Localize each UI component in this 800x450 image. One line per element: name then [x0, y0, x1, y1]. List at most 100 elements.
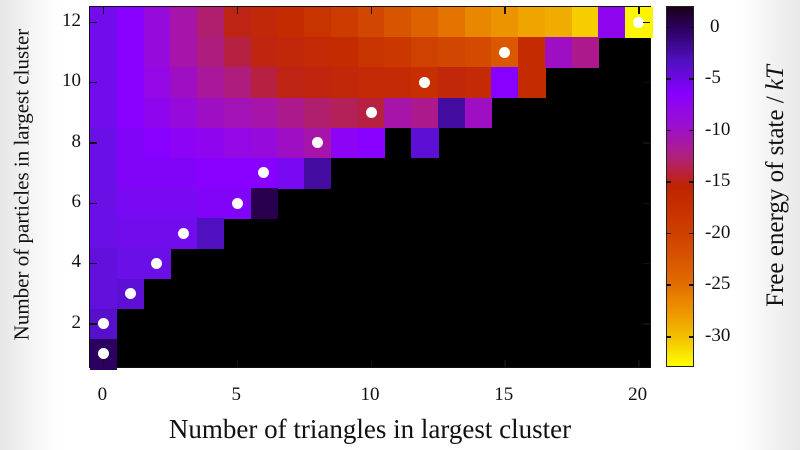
colorbar-tick-mark [666, 284, 671, 286]
heatmap-cell [90, 218, 118, 249]
colorbar-label: Free energy of state / kT [762, 0, 790, 376]
heatmap-cell [437, 67, 466, 99]
y-tick-mark [643, 202, 650, 205]
heatmap-cell [464, 7, 493, 38]
x-tick-mark [638, 7, 640, 14]
colorbar-tick-label: -25 [705, 273, 731, 295]
y-tick-mark [643, 142, 650, 144]
heatmap-plot-area [89, 6, 653, 370]
minimum-marker [178, 227, 190, 239]
colorbar-tick-mark [689, 129, 694, 132]
heatmap-cell [330, 97, 359, 129]
heatmap-cell [197, 67, 225, 99]
heatmap-cell [170, 157, 198, 189]
heatmap-cell [197, 7, 225, 38]
heatmap-cell [223, 37, 252, 68]
colorbar-tick-mark [689, 336, 694, 338]
heatmap-cell [143, 7, 171, 38]
heatmap-cell [143, 188, 171, 219]
heatmap-cell [250, 7, 278, 38]
heatmap-cell [170, 97, 198, 129]
minimum-marker [419, 76, 431, 88]
colorbar-tick-mark [689, 232, 694, 235]
heatmap-cell [384, 7, 412, 38]
heatmap-cell [304, 7, 332, 38]
y-tick-label: 4 [71, 251, 82, 273]
minimum-marker [151, 257, 163, 269]
x-tick-mark [638, 360, 640, 367]
heatmap-cell [464, 97, 493, 129]
y-tick-mark [90, 21, 97, 24]
y-tick-mark [643, 21, 650, 24]
heatmap-cell [357, 37, 385, 68]
y-tick-mark [90, 142, 97, 144]
heatmap-cell [411, 37, 439, 68]
colorbar [666, 6, 694, 367]
colorbar-tick-mark [666, 336, 671, 338]
heatmap-cell [170, 7, 198, 38]
heatmap-cell [304, 37, 332, 68]
y-tick-label: 8 [71, 130, 82, 152]
minimum-marker [97, 348, 109, 360]
heatmap-cell [250, 188, 278, 219]
heatmap-cell [197, 37, 225, 68]
y-tick-label: 10 [62, 70, 81, 92]
colorbar-tick-mark [666, 232, 671, 235]
heatmap-cell [437, 97, 466, 129]
minimum-marker [97, 318, 109, 330]
y-tick-mark [90, 323, 97, 325]
heatmap-cell [357, 127, 385, 159]
heatmap-cell [250, 37, 278, 68]
minimum-marker [231, 197, 243, 209]
heatmap-cell [250, 67, 278, 99]
heatmap-cell [277, 67, 305, 99]
heatmap-cell [143, 157, 171, 189]
heatmap-cell [143, 67, 171, 99]
heatmap-cell [277, 97, 305, 129]
colorbar-tick-label: -20 [705, 221, 731, 243]
heatmap-cell [170, 188, 198, 219]
heatmap-cell [277, 127, 305, 159]
heatmap-cell [304, 67, 332, 99]
colorbar-tick-mark [666, 78, 671, 80]
heatmap-cell [304, 157, 332, 189]
heatmap-cell [90, 157, 118, 189]
heatmap-cell [330, 67, 359, 99]
heatmap-cell [437, 7, 466, 38]
heatmap-cell [116, 7, 145, 38]
colorbar-tick-mark [689, 78, 694, 80]
heatmap-cell [170, 67, 198, 99]
colorbar-tick-mark [689, 284, 694, 286]
colorbar-tick-mark [666, 129, 671, 132]
minimum-marker [499, 46, 511, 58]
heatmap-cell [411, 97, 439, 129]
y-tick-label: 12 [62, 10, 81, 32]
colorbar-tick-mark [666, 181, 671, 183]
heatmap-cell [116, 37, 145, 68]
heatmap-cell [223, 67, 252, 99]
heatmap-cell [250, 127, 278, 159]
colorbar-tick-label: 0 [710, 15, 720, 37]
colorbar-tick-mark [689, 181, 694, 183]
x-tick-mark [504, 360, 506, 367]
heatmap-cell [223, 97, 252, 129]
heatmap-cell [518, 37, 546, 68]
heatmap-cell [598, 7, 626, 38]
x-tick-mark [102, 7, 105, 14]
heatmap-cell [464, 37, 493, 68]
heatmap-cell [250, 97, 278, 129]
x-tick-mark [236, 7, 239, 14]
colorbar-tick-mark [689, 26, 694, 29]
heatmap-cell [330, 7, 359, 38]
heatmap-cell [143, 127, 171, 159]
heatmap-cell [90, 97, 118, 129]
heatmap-cell [330, 127, 359, 159]
heatmap-cell [170, 127, 198, 159]
x-tick-label: 20 [628, 384, 648, 405]
y-tick-mark [90, 202, 97, 205]
colorbar-tick-label: -5 [705, 67, 721, 89]
heatmap-cell [571, 7, 600, 38]
x-tick-mark [370, 360, 372, 367]
heatmap-cell [143, 218, 171, 249]
heatmap-cell [277, 37, 305, 68]
